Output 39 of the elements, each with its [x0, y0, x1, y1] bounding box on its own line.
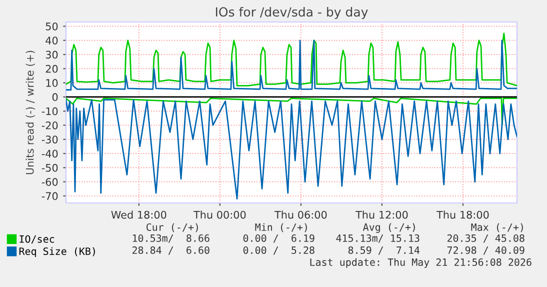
- text: 8.59 / 7.14: [348, 246, 420, 255]
- y-tick-label: -20: [42, 121, 58, 130]
- y-tick-label: -30: [42, 136, 58, 144]
- y-tick-label: -50: [42, 164, 58, 172]
- text: Last update: Thu May 21 21:56:08 2026: [310, 258, 532, 268]
- y-tick-label: 0: [52, 93, 58, 102]
- text: Cur (-/+): [146, 223, 198, 232]
- legend-label: Req Size (KB): [19, 247, 95, 257]
- y-tick-label: 20: [46, 64, 58, 73]
- y-tick-label: -40: [42, 150, 58, 158]
- x-tick-label: Thu 00:00: [193, 210, 246, 219]
- text: 0.00 / 6.19: [243, 234, 314, 243]
- line-series: [66, 99, 517, 200]
- text: 10.53m/ 8.66: [132, 234, 210, 243]
- text: 0.00 / 5.28: [243, 246, 314, 255]
- y-axis-title: Units read (-) / write (+): [26, 50, 35, 174]
- chart-title: IOs for /dev/sda - by day: [216, 6, 368, 20]
- text: 72.98 / 40.09: [447, 246, 524, 255]
- text: Max (-/+): [471, 223, 523, 232]
- x-tick-label: Wed 18:00: [111, 210, 166, 219]
- x-tick-label: Thu 12:00: [355, 210, 408, 219]
- y-tick-label: 40: [46, 36, 58, 44]
- text: 415.13m/ 15.13: [336, 234, 420, 243]
- line-series: [66, 32, 517, 86]
- y-tick-label: -10: [42, 107, 58, 116]
- legend-label: IO/sec: [20, 235, 54, 244]
- text: Min (-/+): [255, 223, 307, 232]
- x-tick-label: Thu 18:00: [436, 210, 489, 219]
- line-series: [66, 40, 517, 91]
- y-tick-label: -60: [42, 178, 58, 186]
- line-series: [66, 98, 517, 126]
- text: Avg (-/+): [363, 223, 415, 233]
- y-tick-label: 30: [46, 50, 58, 59]
- x-tick-label: Thu 06:00: [274, 210, 327, 219]
- text: 20.35 / 45.08: [447, 234, 524, 243]
- text: 28.84 / 6.60: [132, 246, 210, 255]
- y-tick-label: 10: [46, 79, 58, 87]
- y-tick-label: -70: [42, 192, 58, 200]
- y-tick-label: 50: [46, 22, 58, 30]
